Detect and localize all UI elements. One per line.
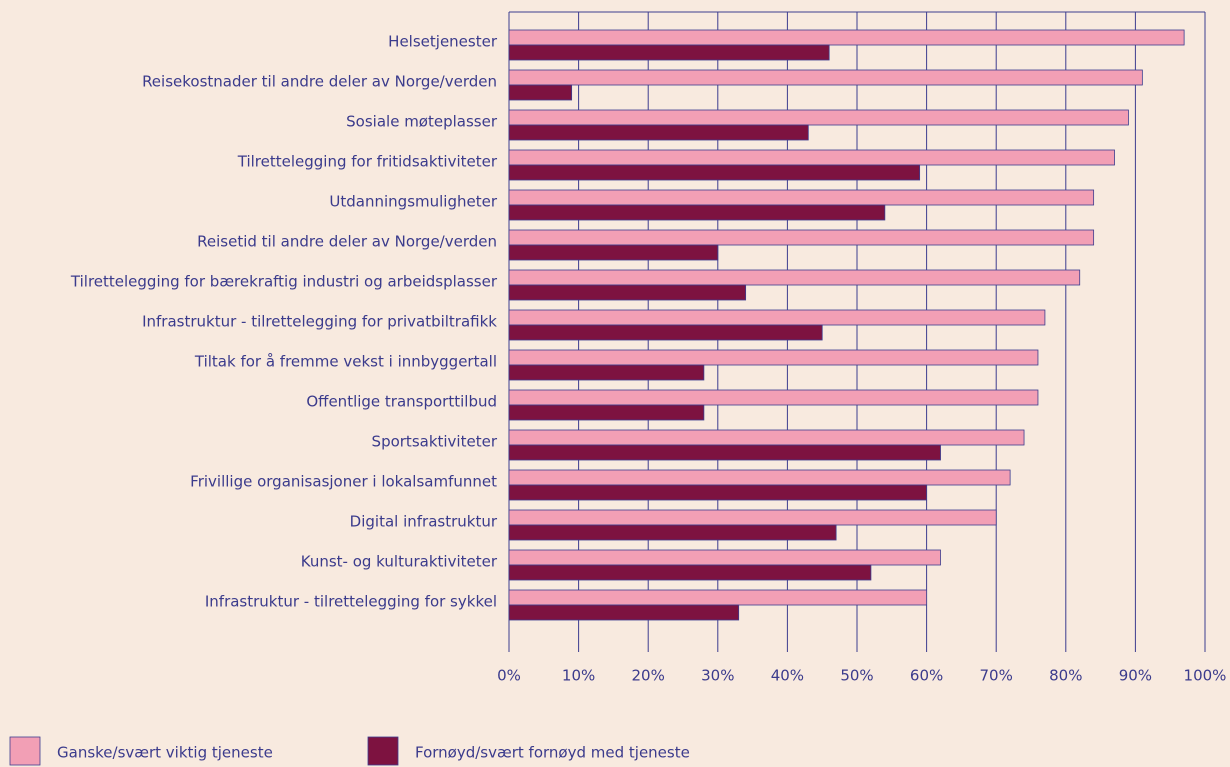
y-tick-label: Kunst- og kulturaktiviteter: [301, 553, 498, 571]
bar: [508, 69, 1143, 86]
legend-label: Fornøyd/svært fornøyd med tjeneste: [415, 744, 690, 762]
bar: [508, 589, 928, 606]
legend-label: Ganske/svært viktig tjeneste: [57, 744, 273, 762]
y-tick-label: Helsetjenester: [388, 33, 498, 51]
bar: [508, 309, 1046, 326]
bar: [508, 349, 1039, 366]
x-tick-label: 90%: [1119, 667, 1152, 685]
bar: [508, 389, 1039, 406]
bar: [508, 44, 830, 61]
x-tick-label: 80%: [1049, 667, 1082, 685]
y-tick-label: Infrastruktur - tilrettelegging for priv…: [142, 313, 497, 331]
bar: [508, 109, 1129, 126]
y-tick-label: Tilrettelegging for bærekraftig industri…: [70, 273, 498, 291]
legend-swatch: [9, 736, 41, 766]
legend-swatch: [367, 736, 399, 766]
bar: [508, 469, 1011, 486]
x-tick-label: 50%: [840, 667, 873, 685]
bar: [508, 484, 928, 501]
bar: [508, 604, 740, 621]
bar: [508, 444, 941, 461]
y-tick-label: Digital infrastruktur: [350, 513, 498, 531]
bar: [508, 524, 837, 541]
x-tick-label: 30%: [701, 667, 734, 685]
bar: [508, 549, 941, 566]
bar: [508, 164, 921, 181]
x-tick-label: 100%: [1184, 667, 1227, 685]
bar: [508, 204, 886, 221]
y-tick-label: Utdanningsmuligheter: [329, 193, 497, 211]
y-tick-label: Infrastruktur - tilrettelegging for sykk…: [205, 593, 497, 611]
x-tick-label: 40%: [771, 667, 804, 685]
bar: [508, 149, 1115, 166]
x-tick-label: 20%: [632, 667, 665, 685]
y-tick-label: Sosiale møteplasser: [346, 113, 498, 131]
y-tick-label: Reisetid til andre deler av Norge/verden: [197, 233, 497, 251]
bar: [508, 124, 809, 141]
bar: [508, 29, 1185, 46]
bar: [508, 229, 1095, 246]
y-tick-label: Reisekostnader til andre deler av Norge/…: [142, 73, 497, 91]
bar: [508, 404, 705, 421]
x-tick-label: 0%: [497, 667, 521, 685]
bar: [508, 564, 872, 581]
y-tick-label: Tilrettelegging for fritidsaktiviteter: [237, 153, 498, 171]
x-tick-label: 10%: [562, 667, 595, 685]
x-tick-label: 70%: [980, 667, 1013, 685]
bar: [508, 364, 705, 381]
bar: [508, 269, 1081, 286]
bar: [508, 244, 719, 261]
bar: [508, 84, 573, 101]
x-tick-label: 60%: [910, 667, 943, 685]
bar: [508, 429, 1025, 446]
bar: [508, 189, 1095, 206]
y-tick-label: Sportsaktiviteter: [372, 433, 498, 451]
bar: [508, 324, 823, 341]
y-tick-label: Tiltak for å fremme vekst i innbyggertal…: [194, 353, 497, 371]
y-tick-label: Frivillige organisasjoner i lokalsamfunn…: [190, 473, 497, 491]
bar: [508, 509, 997, 526]
bar: [508, 284, 747, 301]
y-tick-label: Offentlige transporttilbud: [306, 393, 497, 411]
